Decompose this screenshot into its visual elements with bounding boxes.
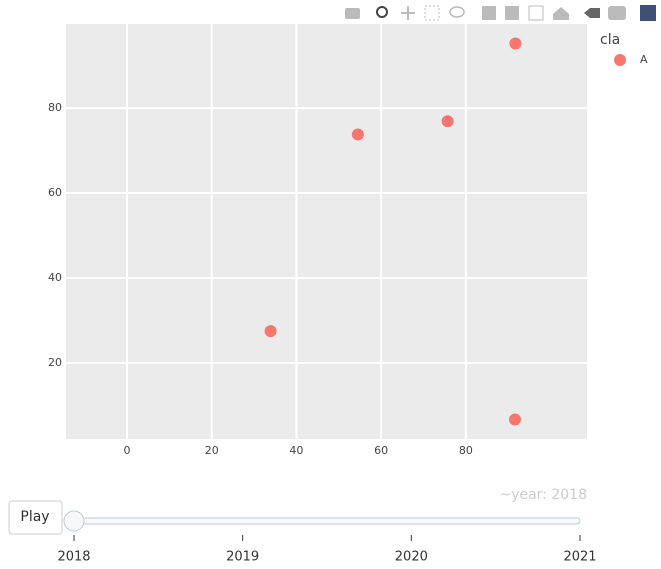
play-button[interactable]: Play bbox=[8, 500, 63, 535]
camera-icon[interactable] bbox=[345, 8, 360, 19]
point bbox=[441, 115, 454, 128]
button-frame[interactable] bbox=[8, 500, 63, 535]
legend-marker bbox=[614, 54, 626, 66]
slider-prefix: ~year: bbox=[499, 487, 551, 503]
slider-value: 2018 bbox=[551, 487, 587, 503]
slider-current-value: ~year: 2018 bbox=[499, 487, 587, 503]
slider-step-label[interactable]: 2018 bbox=[57, 550, 90, 565]
slider-rail[interactable] bbox=[73, 517, 581, 525]
x-tick-label: 40 bbox=[289, 444, 303, 457]
toolbar[interactable] bbox=[345, 5, 656, 21]
select-icon[interactable] bbox=[424, 5, 440, 21]
legend-title: cla bbox=[600, 32, 620, 48]
x-tick-label: 80 bbox=[459, 444, 473, 457]
zoom-out-icon[interactable] bbox=[505, 6, 519, 20]
autoscale-icon[interactable] bbox=[528, 5, 544, 21]
y-tick-label: 60 bbox=[48, 186, 62, 199]
reset-icon[interactable] bbox=[553, 7, 569, 20]
slider-step-label[interactable]: 2021 bbox=[563, 550, 596, 565]
pan-icon[interactable] bbox=[401, 6, 415, 20]
zoom-icon[interactable] bbox=[376, 6, 388, 18]
x-tick-label: 60 bbox=[374, 444, 388, 457]
slider-step-label[interactable]: 2020 bbox=[395, 550, 428, 565]
point bbox=[509, 37, 522, 50]
x-tick-label: 20 bbox=[205, 444, 219, 457]
point bbox=[264, 325, 277, 338]
slider-step-label[interactable]: 2019 bbox=[226, 550, 259, 565]
point bbox=[508, 413, 521, 426]
lasso-icon[interactable] bbox=[449, 6, 465, 18]
spike-icon[interactable] bbox=[584, 8, 600, 18]
y-tick-label: 20 bbox=[48, 356, 62, 369]
slider-handle[interactable] bbox=[63, 510, 85, 532]
y-tick-label: 80 bbox=[48, 101, 62, 114]
legend-label: A bbox=[640, 53, 648, 66]
zoom-in-icon[interactable] bbox=[482, 6, 496, 20]
x-tick-label: 0 bbox=[123, 444, 130, 457]
plot-background bbox=[66, 24, 587, 439]
plotly-logo[interactable] bbox=[640, 5, 656, 21]
button-label[interactable]: Play bbox=[20, 509, 49, 525]
y-tick-label: 40 bbox=[48, 271, 62, 284]
point bbox=[351, 128, 364, 141]
hover-icon[interactable] bbox=[608, 6, 626, 20]
